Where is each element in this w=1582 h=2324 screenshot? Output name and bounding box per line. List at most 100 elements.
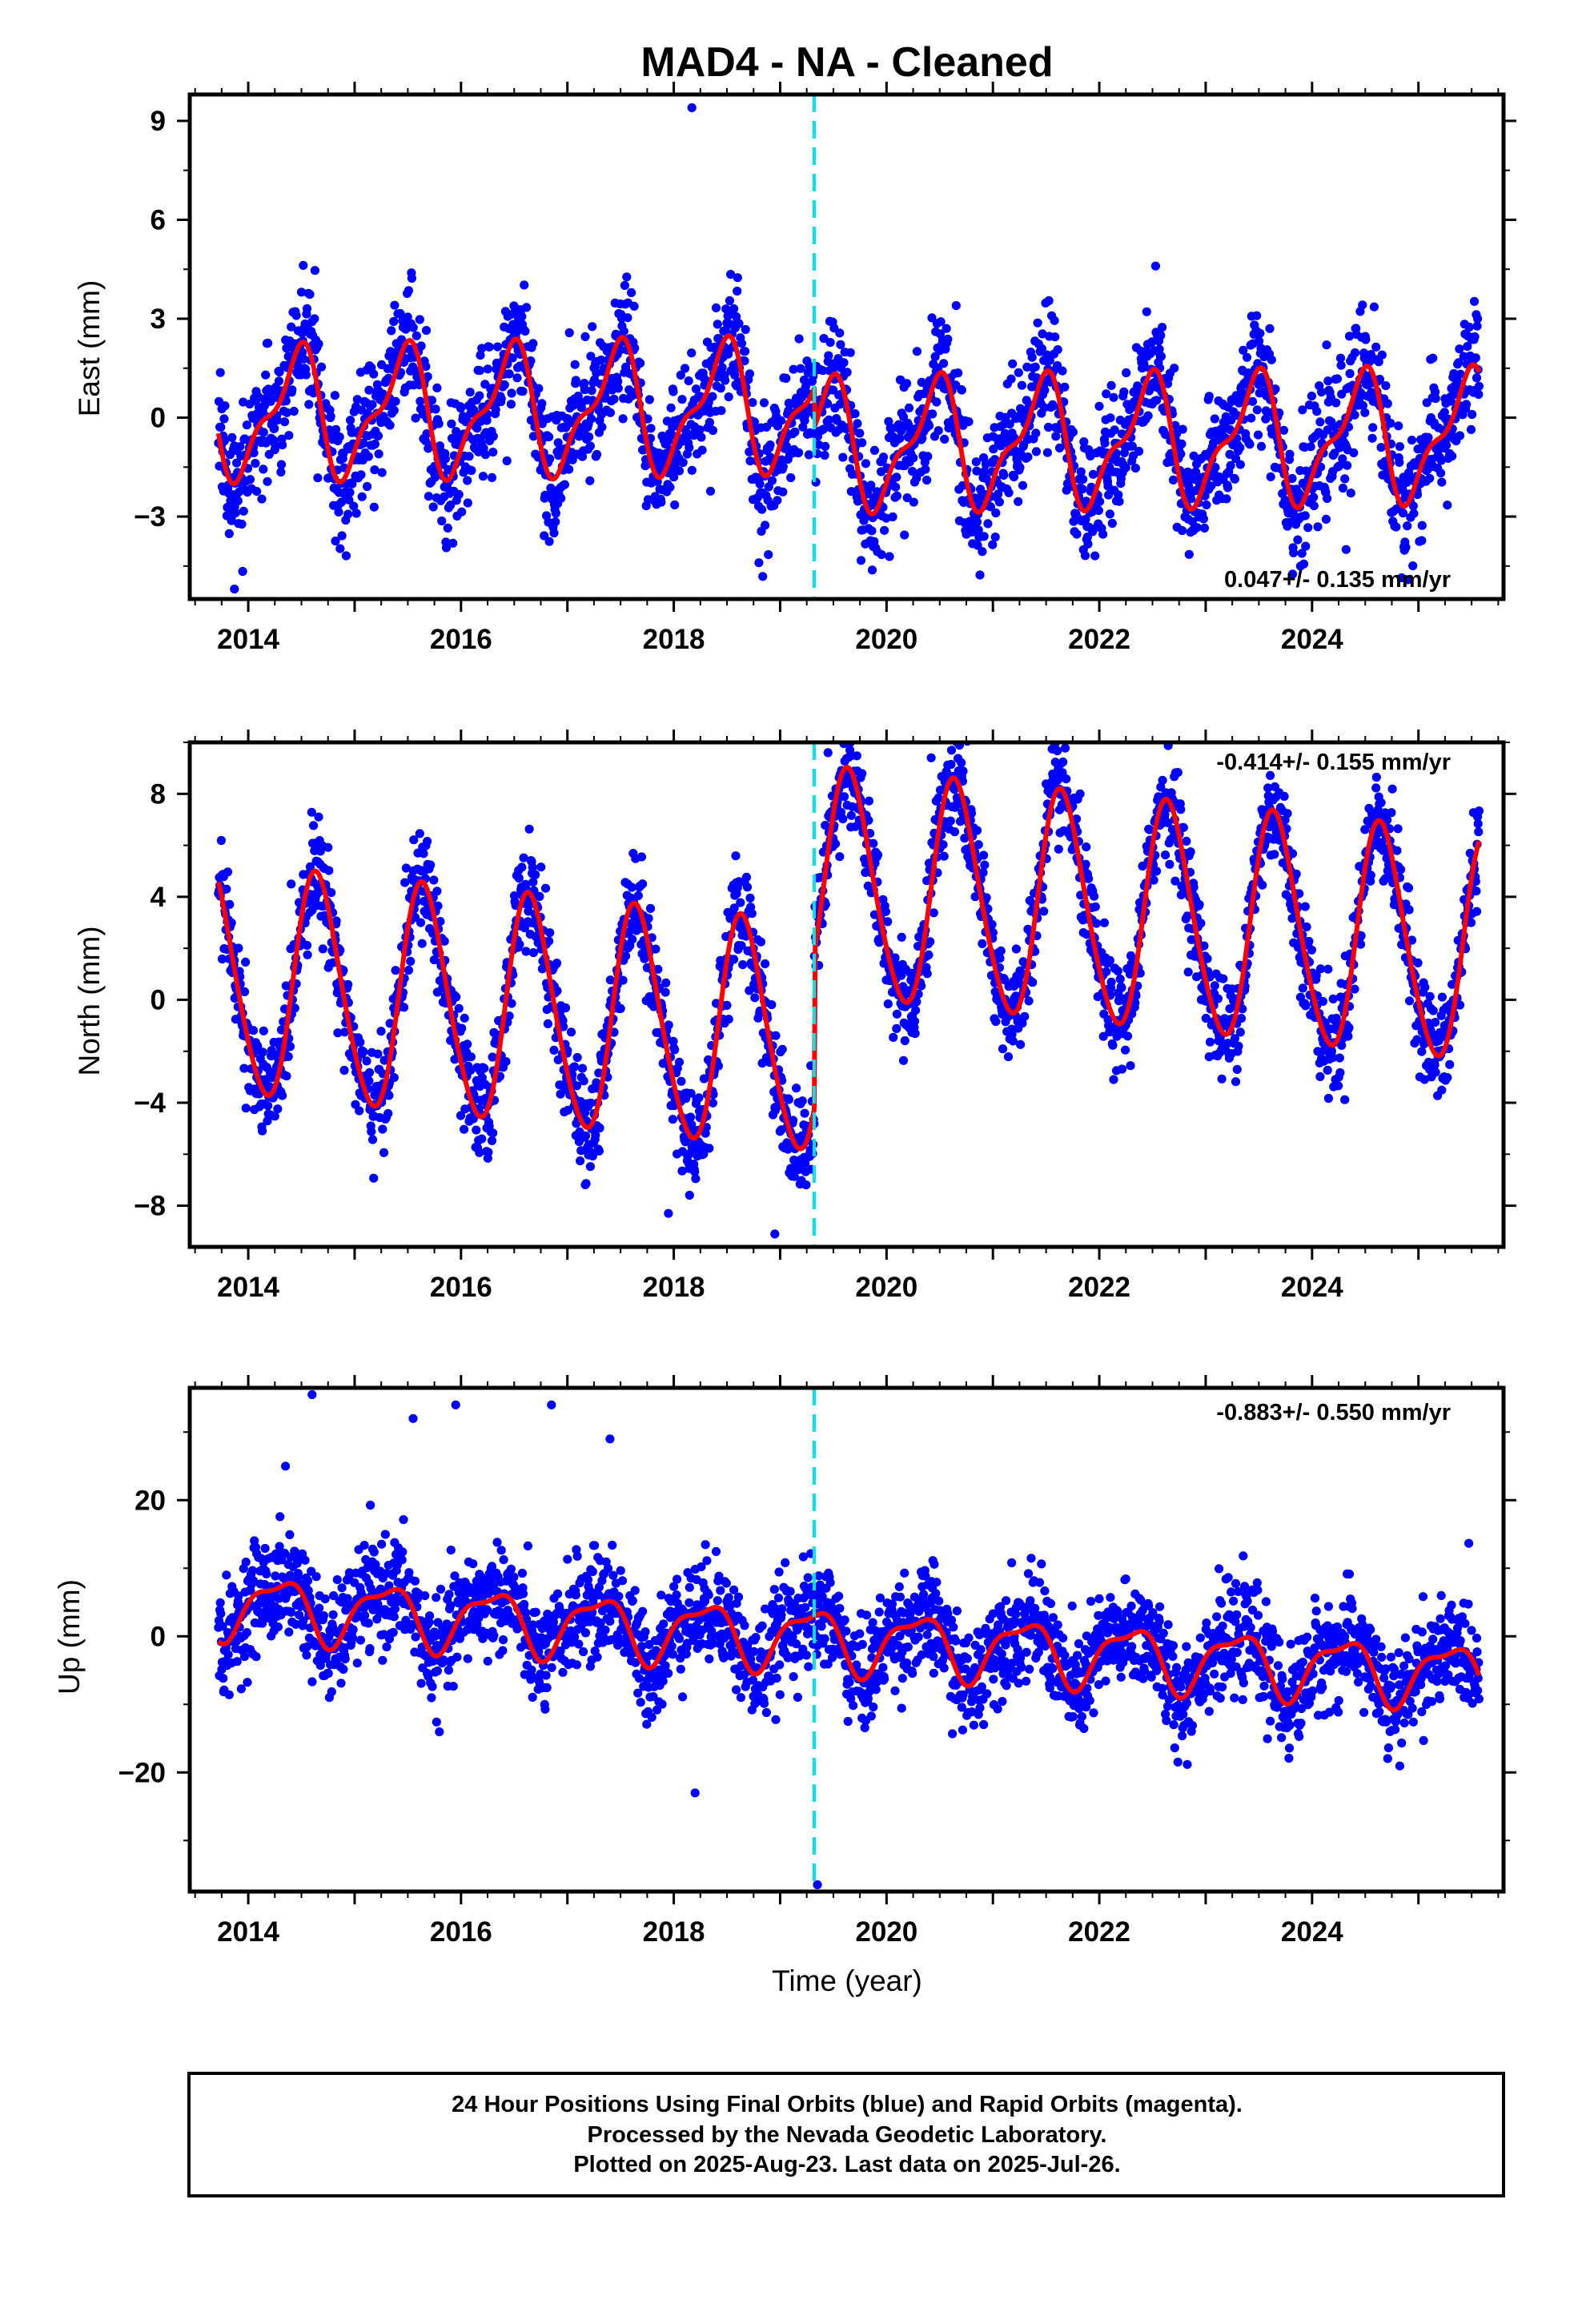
east-data-point: [636, 358, 645, 368]
east-data-point: [622, 272, 632, 282]
north-data-point: [1109, 1075, 1118, 1084]
east-data-point: [432, 383, 442, 392]
north-data-point: [724, 1015, 733, 1024]
east-data-point: [850, 408, 860, 419]
north-data-point: [475, 1148, 484, 1157]
east-data-point: [983, 519, 993, 529]
east-data-point: [773, 496, 782, 505]
east-data-point: [845, 348, 855, 357]
east-data-point: [778, 487, 788, 497]
north-data-point: [401, 863, 411, 873]
east-data-point: [335, 544, 345, 553]
north-data-point: [946, 746, 957, 755]
east-data-point: [921, 464, 930, 474]
north-data-point: [1105, 955, 1114, 965]
east-data-point: [289, 406, 299, 416]
east-data-point: [943, 334, 953, 344]
north-data-point: [234, 943, 243, 953]
east-data-point: [685, 443, 694, 452]
east-data-point: [741, 324, 750, 335]
east-data-point: [483, 364, 492, 374]
east-data-point: [1235, 443, 1245, 452]
east-data-point: [1134, 446, 1144, 456]
east-data-point: [1408, 501, 1418, 511]
east-data-point: [761, 521, 770, 530]
north-data-point: [978, 868, 988, 878]
east-data-point: [518, 387, 528, 396]
east-data-point: [549, 528, 559, 538]
east-data-point: [1398, 509, 1408, 518]
east-data-point: [1360, 408, 1370, 417]
east-data-point: [344, 495, 354, 505]
east-data-point: [215, 368, 225, 377]
east-data-point: [364, 385, 374, 395]
east-data-point: [1301, 541, 1311, 551]
east-data-point: [1176, 449, 1186, 459]
east-data-point: [520, 326, 530, 336]
east-data-point: [674, 466, 685, 476]
north-data-point: [309, 821, 319, 830]
east-data-point: [667, 430, 677, 440]
east-data-point: [357, 492, 367, 501]
east-data-point: [336, 497, 347, 507]
east-data-point: [1156, 352, 1166, 361]
north-data-point: [1106, 977, 1116, 987]
east-data-point: [534, 384, 544, 393]
east-data-point: [1464, 322, 1474, 332]
east-data-point: [1242, 352, 1252, 362]
east-data-point: [678, 457, 688, 468]
north-data-point: [429, 875, 439, 885]
north-data-point: [515, 939, 524, 949]
east-data-point: [867, 565, 877, 575]
north-data-point: [1075, 789, 1085, 798]
north-data-point: [883, 999, 893, 1009]
north-data-point: [736, 898, 745, 907]
north-data-point: [835, 852, 845, 862]
north-data-point: [468, 1114, 478, 1124]
east-data-point: [730, 370, 740, 380]
east-data-point: [891, 482, 901, 492]
north-data-point: [664, 1020, 673, 1030]
east-data-point: [1323, 493, 1332, 504]
north-data-point: [457, 1023, 467, 1033]
east-data-point: [759, 398, 769, 408]
east-plot-frame: [187, 92, 1506, 601]
east-data-point: [349, 501, 359, 511]
east-data-point: [232, 458, 242, 468]
east-data-point: [1040, 385, 1050, 395]
north-data-point: [507, 999, 516, 1008]
north-data-point: [566, 1027, 576, 1037]
east-data-point: [789, 364, 798, 374]
north-data-point: [731, 851, 741, 861]
east-data-point: [902, 493, 912, 503]
east-data-point: [456, 404, 466, 413]
east-data-point: [646, 424, 656, 433]
east-data-point: [1014, 368, 1023, 377]
east-data-point: [1391, 522, 1401, 532]
east-data-point: [259, 464, 268, 474]
east-data-point: [1199, 523, 1210, 533]
north-data-point: [1090, 891, 1099, 901]
east-data-point: [666, 403, 676, 412]
north-data-point: [484, 1148, 493, 1157]
north-data-point: [722, 1000, 732, 1010]
east-data-point: [1014, 497, 1023, 506]
east-data-point: [1417, 536, 1427, 545]
north-data-point: [480, 1063, 489, 1073]
east-data-point: [231, 508, 240, 517]
north-data-point: [694, 1093, 704, 1103]
north-data-point: [756, 937, 766, 947]
east-data-point: [216, 422, 226, 432]
north-data-point: [433, 901, 443, 911]
north-data-point: [440, 936, 449, 946]
east-data-point: [1170, 364, 1179, 373]
north-data-point: [586, 1098, 596, 1108]
east-data-point: [724, 392, 733, 402]
east-data-point: [1043, 422, 1054, 432]
east-data-point: [923, 452, 933, 461]
east-data-point: [777, 455, 786, 464]
north-data-point: [771, 1031, 781, 1040]
east-data-point: [670, 500, 680, 510]
north-data-point: [540, 883, 551, 893]
